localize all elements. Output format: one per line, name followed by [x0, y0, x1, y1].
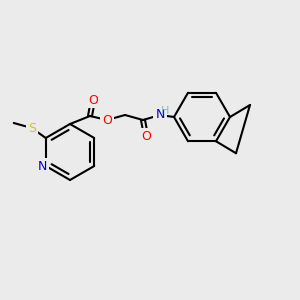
Text: O: O — [88, 94, 98, 106]
Text: O: O — [102, 113, 112, 127]
Text: H: H — [161, 106, 170, 116]
Text: S: S — [28, 122, 36, 134]
Text: N: N — [155, 109, 165, 122]
Text: O: O — [141, 130, 151, 142]
Text: N: N — [38, 160, 47, 172]
